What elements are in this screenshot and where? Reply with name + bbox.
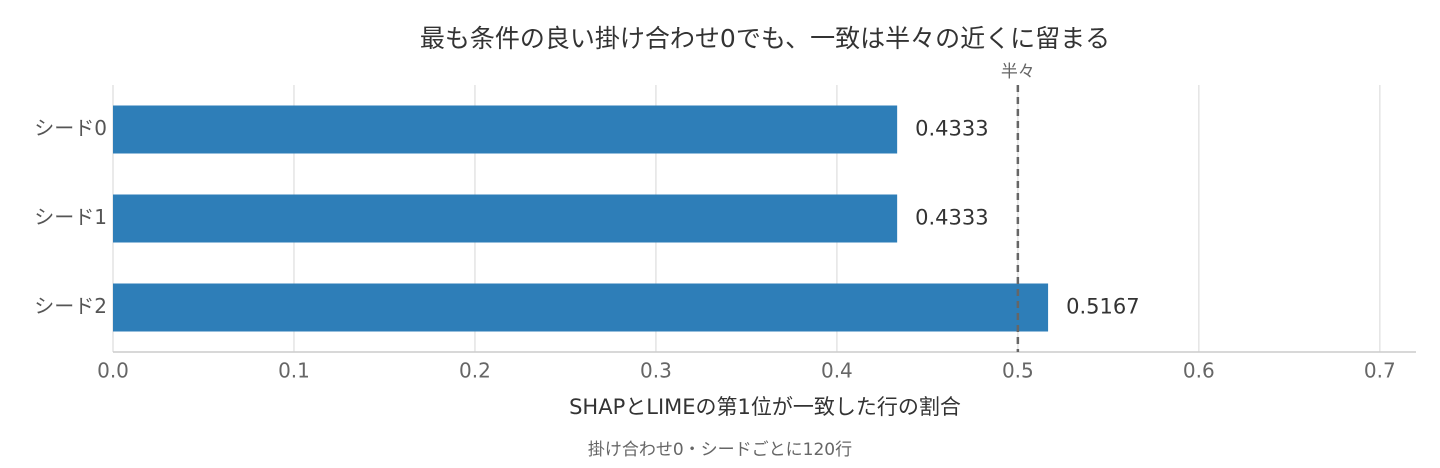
x-axis-label: SHAPとLIMEの第1位が一致した行の割合 xyxy=(569,395,961,419)
value-label: 0.5167 xyxy=(1066,295,1139,319)
x-tick-label: 0.2 xyxy=(459,359,491,383)
reference-label: 半々 xyxy=(1001,62,1035,82)
chart-title: 最も条件の良い掛け合わせ0でも、一致は半々の近くに留まる xyxy=(420,24,1110,53)
x-tick-label: 0.6 xyxy=(1183,359,1215,383)
x-tick-label: 0.1 xyxy=(278,359,310,383)
y-tick-label: シード2 xyxy=(34,294,107,318)
bar xyxy=(113,105,898,154)
bar xyxy=(113,283,1049,332)
value-label: 0.4333 xyxy=(915,206,988,230)
x-tick-label: 0.0 xyxy=(97,359,129,383)
x-tick-label: 0.5 xyxy=(1002,359,1034,383)
y-tick-label: シード1 xyxy=(34,205,107,229)
value-label: 0.4333 xyxy=(915,117,988,141)
x-tick-label: 0.7 xyxy=(1364,359,1396,383)
bar xyxy=(113,194,898,243)
x-tick-label: 0.3 xyxy=(640,359,672,383)
y-tick-label: シード0 xyxy=(34,116,107,140)
x-tick-label: 0.4 xyxy=(821,359,853,383)
footnote: 掛け合わせ0・シードごとに120行 xyxy=(588,440,852,460)
